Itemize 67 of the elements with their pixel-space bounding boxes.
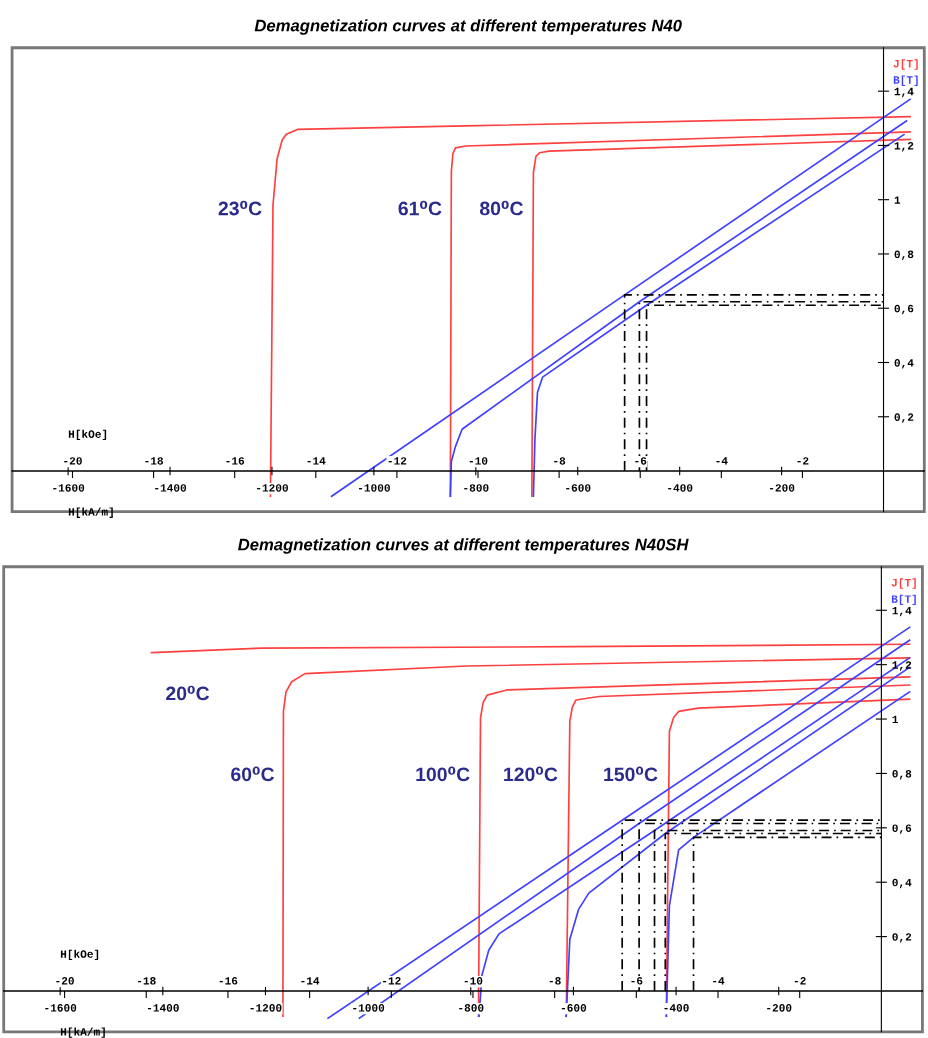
x-tick-label: -600 bbox=[566, 484, 591, 492]
x-tick-label: -600 bbox=[561, 1004, 587, 1012]
x2-tick-label: -18 bbox=[145, 457, 163, 465]
x2-tick-label: -8 bbox=[554, 457, 566, 465]
x-tick-label: -400 bbox=[668, 484, 693, 492]
chart-title: Demagnetization curves at different temperatures N40SH bbox=[238, 538, 689, 554]
y-tick-label: 0,8 bbox=[894, 250, 914, 260]
y-tick-label: 0,6 bbox=[892, 824, 912, 834]
x2-axis-title: H[kOe] bbox=[60, 949, 99, 961]
x2-tick-label: -6 bbox=[635, 457, 647, 465]
text: J[T] bbox=[891, 578, 916, 589]
x-tick-label: -1400 bbox=[155, 484, 187, 492]
x2-tick-label: -4 bbox=[716, 457, 728, 465]
annotation: 150⁰C bbox=[604, 766, 658, 782]
x-tick-label: -800 bbox=[459, 1004, 484, 1012]
y-tick-label: 0,2 bbox=[894, 413, 914, 423]
y-tick-label: 0,8 bbox=[892, 770, 912, 780]
x-tick-label: -200 bbox=[767, 1004, 792, 1012]
series-label: B[T] bbox=[893, 75, 918, 86]
x2-tick-label: -20 bbox=[56, 977, 74, 985]
annotation: 100⁰C bbox=[416, 766, 470, 782]
x2-tick-label: -16 bbox=[226, 457, 245, 465]
x-tick-label: -200 bbox=[770, 484, 795, 492]
x2-tick-label: -14 bbox=[301, 977, 320, 985]
text: J[T] bbox=[893, 59, 918, 70]
annotation: 120⁰C bbox=[504, 766, 558, 782]
x-tick-label: -1600 bbox=[53, 484, 85, 492]
x2-tick-label: -20 bbox=[64, 457, 82, 465]
annotation: 61⁰C bbox=[398, 200, 442, 216]
chart-title: Demagnetization curves at different temperatures N40 bbox=[254, 19, 682, 35]
annotation: 60⁰C bbox=[231, 766, 275, 782]
x2-tick-label: -10 bbox=[469, 457, 488, 465]
x2-tick-label: -16 bbox=[219, 977, 238, 985]
x-tick-label: -1200 bbox=[257, 484, 288, 492]
annotation: 20⁰C bbox=[166, 685, 210, 701]
x-tick-label: -400 bbox=[664, 1004, 689, 1012]
x2-tick-label: -14 bbox=[307, 457, 326, 465]
x2-tick-label: -12 bbox=[383, 977, 401, 985]
x-axis-title: H[kA/m] bbox=[68, 507, 113, 518]
x2-axis-title: H[kOe] bbox=[68, 429, 107, 441]
x2-tick-label: -12 bbox=[388, 457, 407, 465]
y-tick-label: 1 bbox=[894, 196, 901, 204]
x-tick-label: -1400 bbox=[147, 1004, 179, 1012]
x2-tick-label: -4 bbox=[713, 977, 725, 985]
y-tick-label: 1 bbox=[892, 715, 898, 724]
x-tick-label: -1200 bbox=[250, 1004, 282, 1012]
x2-tick-label: -2 bbox=[794, 977, 806, 985]
text: B[T] bbox=[891, 594, 916, 606]
y-tick-label: 0,4 bbox=[894, 359, 914, 369]
y-tick-label: 1,4 bbox=[894, 87, 914, 98]
x-tick-label: -1600 bbox=[45, 1004, 77, 1012]
y-tick-label: 0,6 bbox=[894, 304, 914, 315]
x2-tick-label: -8 bbox=[549, 977, 561, 985]
annotation: 23⁰C bbox=[218, 200, 262, 216]
x2-tick-label: -18 bbox=[138, 977, 156, 985]
x-tick-label: -1000 bbox=[358, 484, 390, 492]
y-tick-label: 0,2 bbox=[892, 933, 912, 943]
x-tick-label: -1000 bbox=[353, 1004, 385, 1012]
y-tick-label: 1,2 bbox=[894, 142, 914, 152]
y-tick-label: 0,4 bbox=[892, 878, 912, 889]
x2-tick-label: -2 bbox=[797, 457, 809, 465]
x2-tick-label: -10 bbox=[464, 977, 483, 985]
x2-tick-label: -6 bbox=[631, 977, 643, 985]
y-tick-label: 1,4 bbox=[892, 606, 912, 617]
x-axis-title: H[kA/m] bbox=[60, 1027, 105, 1038]
x-tick-label: -800 bbox=[464, 484, 489, 492]
annotation: 80⁰C bbox=[479, 200, 524, 216]
